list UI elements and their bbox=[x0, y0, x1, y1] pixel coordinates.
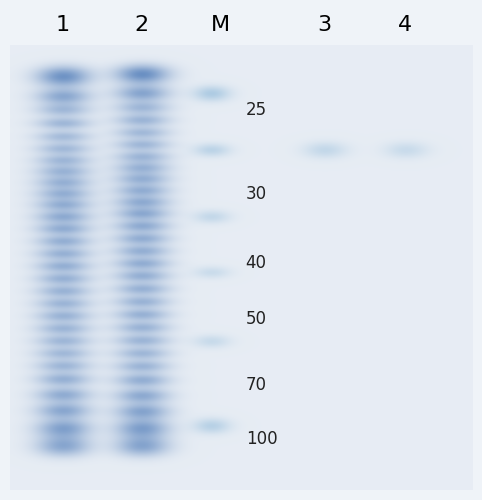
Text: 50: 50 bbox=[246, 310, 267, 328]
Text: 4: 4 bbox=[398, 15, 412, 35]
Text: 25: 25 bbox=[246, 100, 267, 118]
Text: 30: 30 bbox=[246, 185, 267, 203]
Text: 2: 2 bbox=[134, 15, 148, 35]
Text: 3: 3 bbox=[317, 15, 331, 35]
Text: 100: 100 bbox=[246, 430, 277, 448]
Text: M: M bbox=[211, 15, 230, 35]
Text: 70: 70 bbox=[246, 376, 267, 394]
Text: 40: 40 bbox=[246, 254, 267, 272]
Text: 1: 1 bbox=[56, 15, 70, 35]
